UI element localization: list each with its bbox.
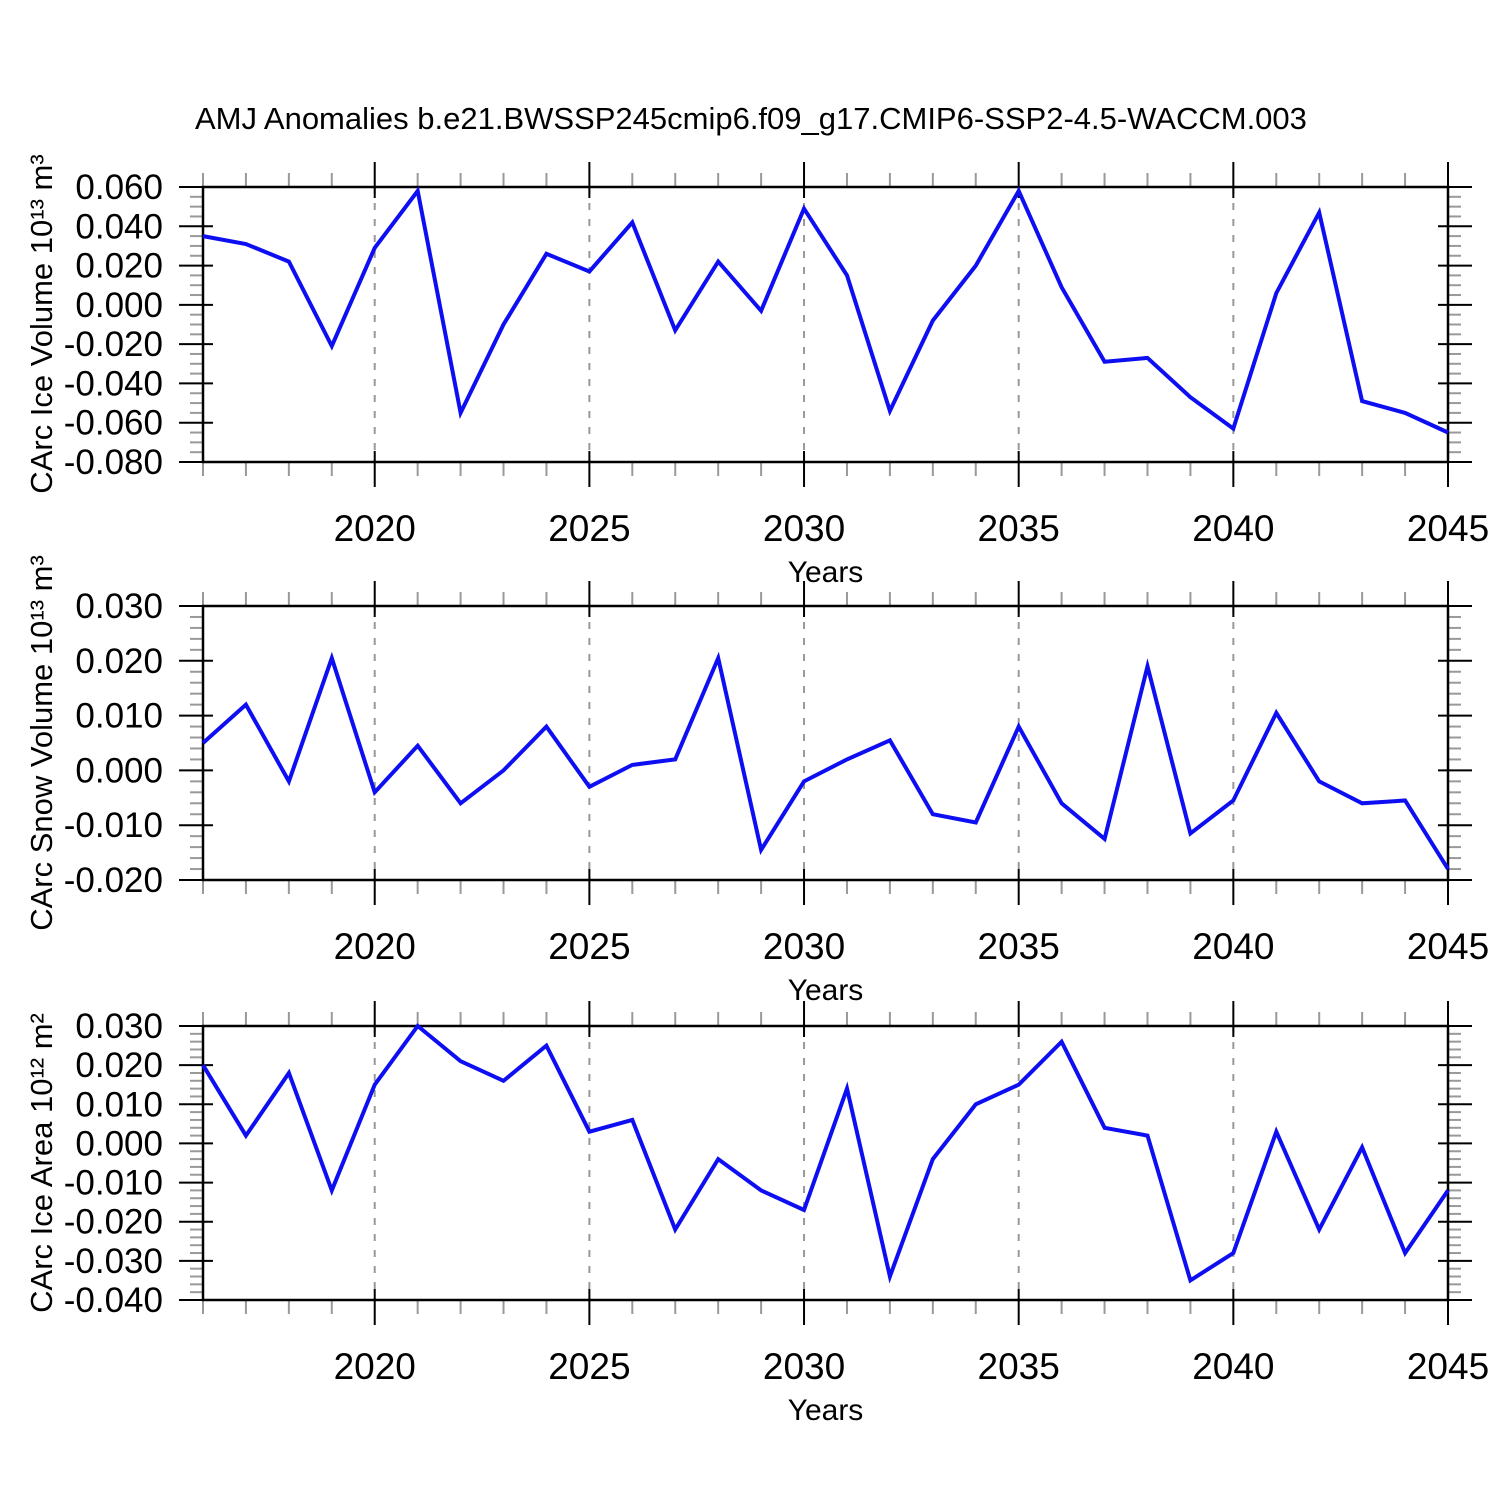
x-tick-label: 2025: [548, 508, 630, 549]
x-tick-label: 2035: [978, 508, 1060, 549]
y-tick-label: -0.080: [64, 443, 163, 482]
y-tick-label: 0.030: [75, 1007, 163, 1046]
x-tick-label: 2020: [334, 1346, 416, 1387]
carc-snow-volume-line: [201, 651, 1450, 871]
carc-ice-volume-panel: 0.0600.0400.0200.000-0.020-0.040-0.060-0…: [64, 162, 1489, 549]
y-tick-label: 0.020: [75, 1046, 163, 1085]
plot-frame: [201, 1024, 1450, 1302]
y-tick-label: 0.040: [75, 207, 163, 246]
y-axis-title-ice-area: CArc Ice Area 10¹² m²: [24, 1013, 59, 1313]
x-tick-label: 2020: [334, 508, 416, 549]
y-tick-label: -0.060: [64, 404, 163, 443]
y-tick-label: 0.000: [75, 286, 163, 325]
y-tick-label: -0.040: [64, 364, 163, 403]
figure-title: AMJ Anomalies b.e21.BWSSP245cmip6.f09_g1…: [195, 101, 1307, 136]
y-tick-label: 0.030: [75, 587, 163, 626]
carc-ice-volume-line: [202, 186, 1449, 435]
x-tick-label: 2045: [1407, 926, 1489, 967]
x-tick-label: 2045: [1407, 1346, 1489, 1387]
y-tick-label: 0.010: [75, 697, 163, 736]
carc-ice-area-line: [201, 1023, 1450, 1284]
y-tick-label: -0.020: [64, 1203, 163, 1242]
y-tick-label: 0.020: [75, 642, 163, 681]
x-axis-title-panel2: Years: [787, 974, 864, 1007]
x-tick-label: 2040: [1192, 926, 1274, 967]
x-tick-label: 2040: [1192, 508, 1274, 549]
x-axis-title-panel1: Years: [787, 556, 864, 589]
x-tick-label: 2025: [548, 1346, 630, 1387]
x-tick-label: 2045: [1407, 508, 1489, 549]
x-tick-label: 2035: [978, 926, 1060, 967]
y-tick-label: -0.010: [64, 1164, 163, 1203]
y-tick-label: 0.000: [75, 1124, 163, 1163]
x-tick-label: 2030: [763, 508, 845, 549]
y-tick-label: -0.020: [64, 325, 163, 364]
plot-frame: [201, 185, 1450, 464]
y-axis-title-snow-volume: CArc Snow Volume 10¹³ m³: [24, 555, 59, 931]
y-tick-label: 0.060: [75, 168, 163, 207]
carc-snow-volume-panel: 0.030 0.020 0.010 0.000 -0.010 -0.020 2020 2025…: [64, 581, 1489, 967]
carc-ice-area-panel: 0.0300.0200.0100.000-0.010-0.020-0.030-0…: [64, 1001, 1489, 1387]
x-tick-label: 2025: [548, 926, 630, 967]
y-tick-label: 0.020: [75, 247, 163, 286]
x-tick-label: 2020: [334, 926, 416, 967]
x-tick-label: 2030: [763, 926, 845, 967]
x-tick-label: 2030: [763, 1346, 845, 1387]
y-tick-label: -0.010: [64, 806, 163, 845]
x-axis-title-panel3: Years: [787, 1394, 864, 1427]
x-tick-label: 2040: [1192, 1346, 1274, 1387]
y-axis-title-ice-volume: CArc Ice Volume 10¹³ m³: [24, 154, 59, 494]
y-tick-label: -0.040: [64, 1281, 163, 1320]
y-tick-label: -0.030: [64, 1242, 163, 1281]
y-tick-label: 0.010: [75, 1085, 163, 1124]
y-tick-label: -0.020: [64, 861, 163, 900]
y-tick-label: 0.000: [75, 751, 163, 790]
x-tick-label: 2035: [978, 1346, 1060, 1387]
